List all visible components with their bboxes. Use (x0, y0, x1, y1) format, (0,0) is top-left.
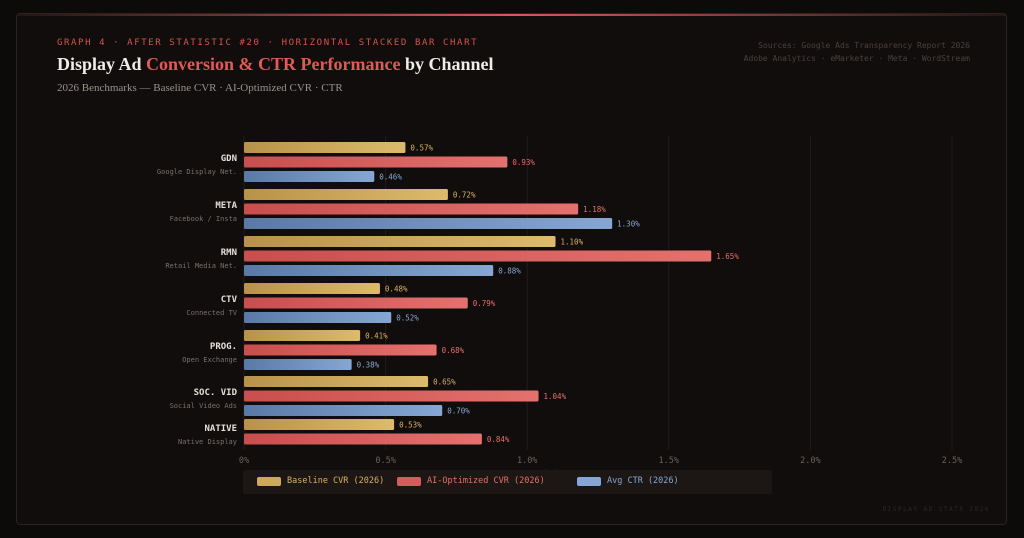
chart-title: Display Ad Conversion & CTR Performance … (57, 54, 494, 75)
ai-value-label: 0.84% (487, 435, 510, 444)
category-label: PROG. (210, 342, 237, 352)
category-label: RMN (221, 248, 237, 258)
ctr-bar (244, 359, 352, 370)
category-label: NATIVE (204, 424, 237, 434)
baseline-bar (244, 419, 395, 430)
ctr-value-label: 1.30% (617, 220, 640, 229)
x-tick-label: 0% (239, 456, 249, 466)
baseline-value-label: 0.48% (385, 285, 408, 294)
chart-eyebrow: GRAPH 4 · AFTER STATISTIC #20 · HORIZONT… (57, 38, 479, 48)
ctr-bar (244, 171, 375, 182)
category-sublabel: Retail Media Net. (165, 262, 237, 270)
x-tick-label: 2.5% (942, 456, 962, 466)
title-prefix: Display Ad (57, 54, 147, 74)
baseline-bar (244, 189, 448, 200)
category-label: GDN (221, 154, 237, 164)
x-tick-label: 1.0% (517, 456, 537, 466)
ai-bar (244, 297, 468, 309)
title-accent: Conversion & CTR Performance (146, 54, 401, 74)
accent-line (17, 14, 1006, 16)
category-sublabel: Social Video Ads (170, 402, 237, 410)
x-tick-label: 2.0% (800, 456, 820, 466)
ctr-value-label: 0.46% (379, 173, 402, 182)
legend-swatch-ai (397, 476, 421, 486)
baseline-value-label: 0.65% (433, 378, 456, 387)
ai-bar (244, 250, 712, 262)
baseline-value-label: 1.10% (561, 238, 584, 247)
chart-subtitle: 2026 Benchmarks — Baseline CVR · AI-Opti… (57, 82, 343, 94)
legend-label-ctr: Avg CTR (2026) (607, 476, 679, 486)
baseline-bar (244, 376, 429, 387)
ctr-bar (244, 312, 392, 323)
ctr-value-label: 0.88% (498, 267, 521, 276)
ai-bar (244, 344, 437, 356)
category-label: CTV (221, 295, 238, 305)
legend-item-ai: AI-Optimized CVR (2026) (397, 476, 545, 486)
baseline-value-label: 0.72% (453, 191, 476, 200)
sources-line-1: Sources: Google Ads Transparency Report … (758, 41, 970, 50)
category-sublabel: Native Display (178, 438, 237, 446)
baseline-value-label: 0.53% (399, 421, 422, 430)
baseline-bar (244, 283, 380, 294)
title-suffix: by Channel (400, 54, 494, 74)
watermark: DISPLAY AD STATS 2026 (882, 506, 990, 513)
ai-bar (244, 203, 579, 215)
ctr-value-label: 0.70% (447, 407, 470, 416)
baseline-value-label: 0.41% (365, 332, 388, 341)
ai-value-label: 0.79% (473, 299, 496, 308)
sources-line-2: Adobe Analytics · eMarketer · Meta · Wor… (743, 53, 970, 63)
x-tick-label: 0.5% (375, 456, 395, 466)
ai-bar (244, 433, 482, 445)
baseline-value-label: 0.57% (410, 144, 433, 153)
bar-chart: 0%0.5%1.0%1.5%2.0%2.5%RATE (%)GDNGoogle … (157, 136, 962, 477)
legend-item-ctr: Avg CTR (2026) (577, 476, 679, 486)
category-sublabel: Google Display Net. (157, 168, 237, 176)
ai-value-label: 1.04% (544, 392, 567, 401)
ctr-value-label: 0.38% (357, 361, 380, 370)
ctr-bar (244, 218, 613, 229)
ctr-bar (244, 265, 494, 276)
chart-legend: Baseline CVR (2026) AI-Optimized CVR (20… (243, 470, 772, 494)
category-label: SOC. VID (194, 388, 238, 398)
ctr-value-label: 0.52% (396, 314, 419, 323)
baseline-bar (244, 142, 406, 153)
baseline-bar (244, 236, 556, 247)
legend-swatch-ctr (577, 476, 601, 486)
ai-value-label: 0.68% (442, 346, 465, 355)
ai-value-label: 1.65% (716, 252, 739, 261)
legend-item-baseline: Baseline CVR (2026) (257, 476, 384, 486)
legend-label-baseline: Baseline CVR (2026) (287, 476, 385, 486)
category-sublabel: Facebook / Insta (170, 215, 237, 223)
chart-card: GRAPH 4 · AFTER STATISTIC #20 · HORIZONT… (16, 13, 1007, 525)
x-tick-label: 1.5% (659, 456, 679, 466)
category-sublabel: Connected TV (186, 309, 237, 317)
ai-bar (244, 390, 539, 402)
ai-bar (244, 156, 508, 168)
ai-value-label: 1.18% (583, 205, 606, 214)
category-sublabel: Open Exchange (182, 356, 237, 364)
legend-swatch-baseline (257, 476, 281, 486)
sources-note: Sources: Google Ads Transparency Report … (744, 40, 970, 65)
category-label: META (215, 201, 237, 211)
ai-value-label: 0.93% (512, 158, 535, 167)
baseline-bar (244, 330, 361, 341)
ctr-bar (244, 405, 443, 416)
legend-label-ai: AI-Optimized CVR (2026) (427, 476, 545, 486)
